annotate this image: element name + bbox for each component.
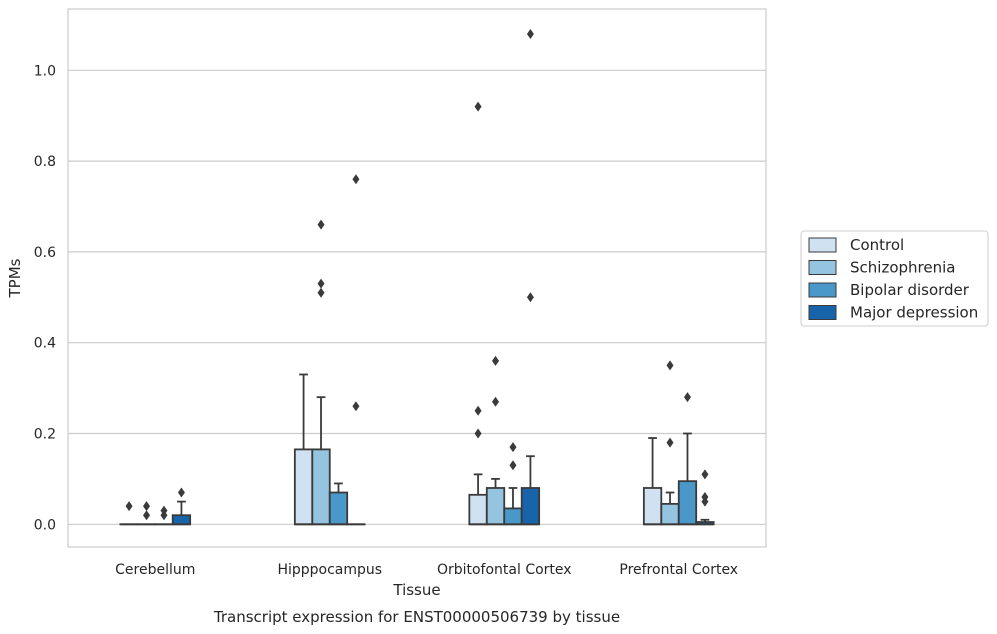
outlier-marker xyxy=(143,510,151,521)
chart-title: Transcript expression for ENST0000050673… xyxy=(213,608,620,626)
y-tick-label: 0.8 xyxy=(34,154,56,170)
outlier-marker xyxy=(143,501,151,512)
outlier-marker xyxy=(492,396,500,407)
outlier-marker xyxy=(701,469,709,480)
outlier-marker xyxy=(666,360,674,371)
x-tick-labels: Cerebellum Hipppocampus Orbitofontal Corte… xyxy=(115,562,738,578)
outlier-marker xyxy=(683,392,691,403)
legend-label: Schizophrenia xyxy=(850,259,955,277)
outlier-marker xyxy=(474,428,482,439)
outlier-marker xyxy=(492,355,500,366)
outlier-marker xyxy=(177,487,185,498)
box-group xyxy=(136,501,157,526)
box-group xyxy=(485,355,506,526)
box-rect xyxy=(520,487,541,526)
x-tick-label: Cerebellum xyxy=(115,562,195,578)
outlier-marker xyxy=(317,278,325,289)
box-group xyxy=(293,373,314,526)
legend-swatch xyxy=(808,237,837,253)
grid-lines xyxy=(68,69,766,525)
outlier-marker xyxy=(701,496,709,507)
y-tick-labels: 0.0 0.2 0.4 0.6 0.8 1.0 xyxy=(34,63,56,533)
box-rect xyxy=(293,448,314,526)
box-group xyxy=(660,360,680,526)
box-group xyxy=(695,469,715,526)
legend-swatch xyxy=(808,282,837,298)
x-tick-label: Orbitofontal Cortex xyxy=(437,562,572,578)
box-group xyxy=(119,501,139,526)
legend-frame xyxy=(800,230,989,327)
box-rect xyxy=(677,480,698,526)
box-group xyxy=(311,219,331,526)
outlier-marker xyxy=(317,219,325,230)
box-rect xyxy=(642,487,663,526)
box-group xyxy=(171,487,192,526)
legend-swatch xyxy=(808,305,837,320)
box-group xyxy=(503,442,523,526)
box-group xyxy=(154,505,174,526)
y-tick-label: 1.0 xyxy=(34,63,56,79)
outlier-marker xyxy=(509,460,517,471)
outlier-marker xyxy=(352,401,360,412)
box-rect xyxy=(503,507,523,526)
y-axis-label: TPMs xyxy=(6,258,24,298)
boxes xyxy=(119,28,715,526)
outlier-marker xyxy=(526,28,534,39)
legend-swatch xyxy=(808,260,837,275)
outlier-marker xyxy=(474,405,482,416)
outlier-marker xyxy=(526,292,534,303)
box-group xyxy=(642,437,663,526)
plot-area-frame xyxy=(67,8,767,548)
box-rect xyxy=(660,502,680,526)
outlier-marker xyxy=(160,510,168,521)
y-tick-label: 0.0 xyxy=(34,517,56,533)
outlier-marker xyxy=(352,174,360,185)
y-tick-label: 0.4 xyxy=(34,336,56,352)
box-rect xyxy=(485,487,506,526)
box-group xyxy=(328,482,349,526)
box-rect xyxy=(171,514,192,526)
outlier-marker xyxy=(474,101,482,112)
box-group xyxy=(346,174,366,526)
outlier-marker xyxy=(509,442,517,453)
box-rect xyxy=(328,491,349,526)
box-group xyxy=(677,392,698,526)
box-rect xyxy=(311,448,331,526)
outlier-marker xyxy=(317,287,325,298)
outlier-marker xyxy=(125,501,133,512)
x-axis-label: Tissue xyxy=(392,581,440,599)
box-group xyxy=(520,28,541,526)
legend-label: Major depression xyxy=(850,304,978,322)
legend: Control Schizophrenia Bipolar disorder Majo… xyxy=(800,230,989,327)
outlier-marker xyxy=(666,437,674,448)
legend-label: Bipolar disorder xyxy=(850,281,970,299)
y-tick-label: 0.6 xyxy=(34,245,56,261)
y-tick-label: 0.2 xyxy=(34,426,56,442)
box-rect xyxy=(468,493,488,526)
x-tick-label: Hipppocampus xyxy=(277,562,382,578)
box-group xyxy=(468,101,488,526)
legend-label: Control xyxy=(850,236,904,254)
x-tick-label: Prefrontal Cortex xyxy=(619,562,738,578)
